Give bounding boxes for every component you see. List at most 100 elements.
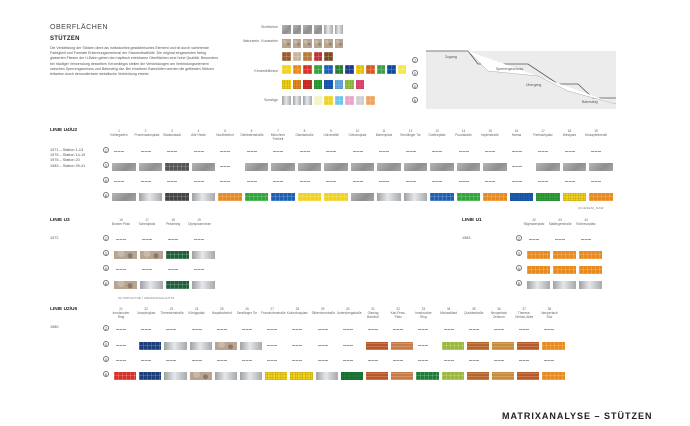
material-swatch (164, 372, 187, 380)
material-swatch (483, 193, 507, 201)
empty-cell-dash (116, 345, 126, 346)
material-swatch (562, 163, 586, 171)
empty-cell-dash (342, 329, 353, 330)
material-swatch (430, 163, 454, 171)
station-header: 14 Poccistraße (455, 129, 472, 137)
station-header: 37 Therese-Giehse-Allee (515, 307, 534, 319)
material-swatch (366, 342, 389, 350)
empty-cell-dash (114, 151, 124, 152)
legend-swatch (334, 25, 343, 34)
empty-cell-dash (352, 151, 363, 152)
material-swatch (553, 281, 576, 289)
material-swatch (297, 163, 321, 171)
material-swatch (579, 281, 602, 289)
material-swatch (265, 372, 288, 380)
material-swatch (483, 163, 507, 171)
row-marker-z: Z (516, 235, 522, 241)
station-section-diagram: Zugang Sperrengeschoss Übergang Bahnstei… (426, 50, 617, 109)
material-swatch (527, 281, 550, 289)
legend-swatch (345, 96, 354, 105)
empty-cell-dash (458, 181, 469, 182)
row-marker-z: Z (103, 235, 109, 241)
legend-swatch (282, 80, 291, 89)
diagram-marker-u: Ü (412, 83, 418, 89)
legend-swatch (387, 65, 396, 74)
legend-swatch (292, 96, 301, 105)
empty-cell-dash (220, 181, 230, 182)
empty-cell-dash (191, 329, 202, 330)
station-header: 33 Innsbrucker Ring (415, 307, 432, 319)
material-swatch (165, 193, 189, 201)
material-swatch (527, 251, 550, 259)
material-swatch (140, 251, 163, 259)
legend-swatch (313, 80, 322, 89)
station-header: 23 Theresienstraße (160, 307, 184, 315)
empty-cell-dash (538, 151, 548, 152)
station-header: 24 Königsplatz (188, 307, 205, 315)
empty-cell-dash (379, 181, 389, 182)
diagram-marker-z: Z (412, 57, 418, 63)
legend-swatch (292, 80, 301, 89)
material-swatch (377, 163, 401, 171)
empty-cell-dash (485, 181, 495, 182)
material-swatch (403, 193, 427, 201)
legend-swatch (303, 80, 312, 89)
legend-swatch (324, 65, 333, 74)
material-swatch (244, 193, 268, 201)
diagram-fill-line (467, 50, 617, 105)
station-header: 16 Harras (511, 129, 522, 137)
material-swatch (271, 193, 295, 201)
material-swatch (140, 281, 163, 289)
row-marker-u: Ü (103, 177, 109, 183)
empty-cell-dash (368, 360, 378, 361)
legend-swatch (292, 65, 301, 74)
legend-swatch (366, 96, 375, 105)
empty-cell-dash (443, 329, 454, 330)
station-header: 30 Untersbergstraße (336, 307, 362, 315)
empty-cell-dash (591, 181, 601, 182)
legend-swatch (366, 65, 375, 74)
line-u4u2-year-3: 1976 – Station 20 (50, 158, 80, 163)
empty-cell-dash (299, 151, 310, 152)
row-marker-b: B (516, 280, 522, 286)
legend-swatch (355, 65, 364, 74)
material-swatch (191, 163, 215, 171)
empty-cell-dash (194, 239, 204, 240)
empty-cell-dash (352, 181, 363, 182)
empty-cell-dash (342, 345, 353, 346)
empty-cell-dash (216, 329, 227, 330)
material-swatch (192, 251, 215, 259)
line-u4u2-year-2: 1975 – Station 14-19 (50, 153, 86, 158)
row-marker-s: S (516, 250, 522, 256)
diagram-label-bahnsteig: Bahnsteig (582, 100, 598, 104)
material-swatch (391, 342, 414, 350)
empty-cell-dash (141, 360, 152, 361)
empty-cell-dash (511, 181, 522, 182)
empty-cell-dash (292, 345, 303, 346)
empty-cell-dash (116, 360, 126, 361)
station-header: 44 Rotkreuzplatz (576, 218, 596, 226)
station-header: 6 Dietlindenstraße (240, 129, 264, 137)
material-swatch (114, 372, 137, 380)
material-swatch (324, 193, 348, 201)
empty-cell-dash (141, 329, 152, 330)
material-swatch (112, 193, 136, 201)
material-swatch (366, 372, 389, 380)
station-header: 3 Stadionstadt (163, 129, 181, 137)
station-header: 17 Partnachplatz (533, 129, 553, 137)
empty-cell-dash (555, 239, 565, 240)
legend-swatch (303, 65, 312, 74)
material-swatch (139, 372, 162, 380)
legend-label-other: Sonstige (264, 98, 278, 102)
material-swatch (456, 163, 480, 171)
legend-swatch (324, 96, 333, 105)
line-u1-year: 1983 (462, 236, 471, 240)
station-header: 18 Petuelring (165, 218, 181, 226)
empty-cell-dash (114, 181, 124, 182)
material-swatch (553, 251, 576, 259)
empty-cell-dash (292, 360, 303, 361)
material-swatch (441, 372, 464, 380)
station-header: 1 Kellergarten (110, 129, 128, 137)
station-header: 9 Universität (323, 129, 339, 137)
empty-cell-dash (267, 329, 278, 330)
